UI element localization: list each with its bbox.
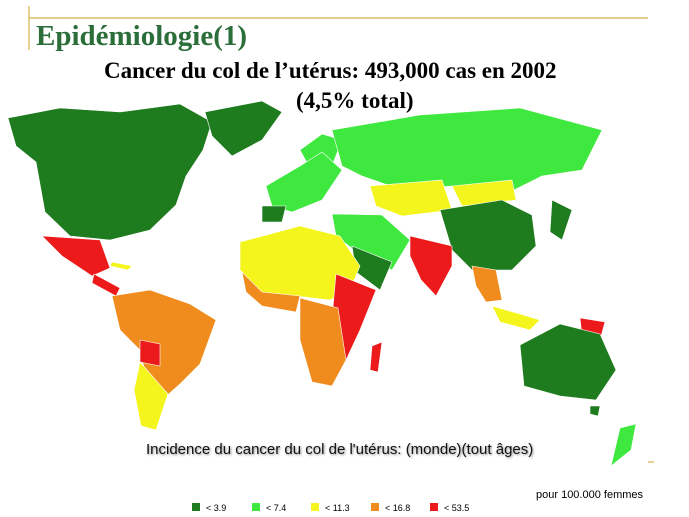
legend-label: < 16.8 (385, 503, 410, 513)
region (7, 103, 213, 241)
region (491, 305, 541, 331)
region (111, 289, 217, 401)
region (610, 423, 637, 467)
region (204, 100, 283, 157)
region (91, 273, 121, 297)
subtitle: Cancer du col de l’utérus: 493,000 cas e… (104, 58, 557, 83)
region (331, 107, 603, 197)
region (109, 261, 133, 271)
legend-label: < 3.9 (206, 503, 226, 513)
region (519, 323, 617, 401)
legend-swatch (252, 503, 260, 511)
region (265, 151, 343, 213)
region (451, 179, 517, 207)
legend-swatch (430, 503, 438, 511)
region (549, 199, 573, 241)
region (133, 361, 169, 431)
legend-swatch (192, 503, 200, 511)
legend-swatch (311, 503, 319, 511)
region (41, 235, 111, 277)
legend-label: < 11.3 (325, 503, 350, 513)
region (369, 341, 383, 373)
region (261, 205, 287, 223)
region (589, 405, 601, 417)
region (439, 199, 537, 271)
subtitle: (4,5% total) (296, 88, 414, 113)
unit-note: pour 100.000 femmes (536, 489, 644, 501)
region (471, 265, 503, 303)
region (299, 297, 347, 387)
region (139, 339, 161, 367)
region (241, 271, 301, 313)
legend-label: < 53.5 (444, 503, 469, 513)
map-caption: Incidence du cancer du col de l'utérus: … (146, 441, 534, 458)
legend-label: < 7.4 (266, 503, 286, 513)
region (409, 235, 453, 297)
legend-swatch (371, 503, 379, 511)
region (369, 179, 453, 217)
title: Epidémiologie(1) (36, 20, 248, 52)
